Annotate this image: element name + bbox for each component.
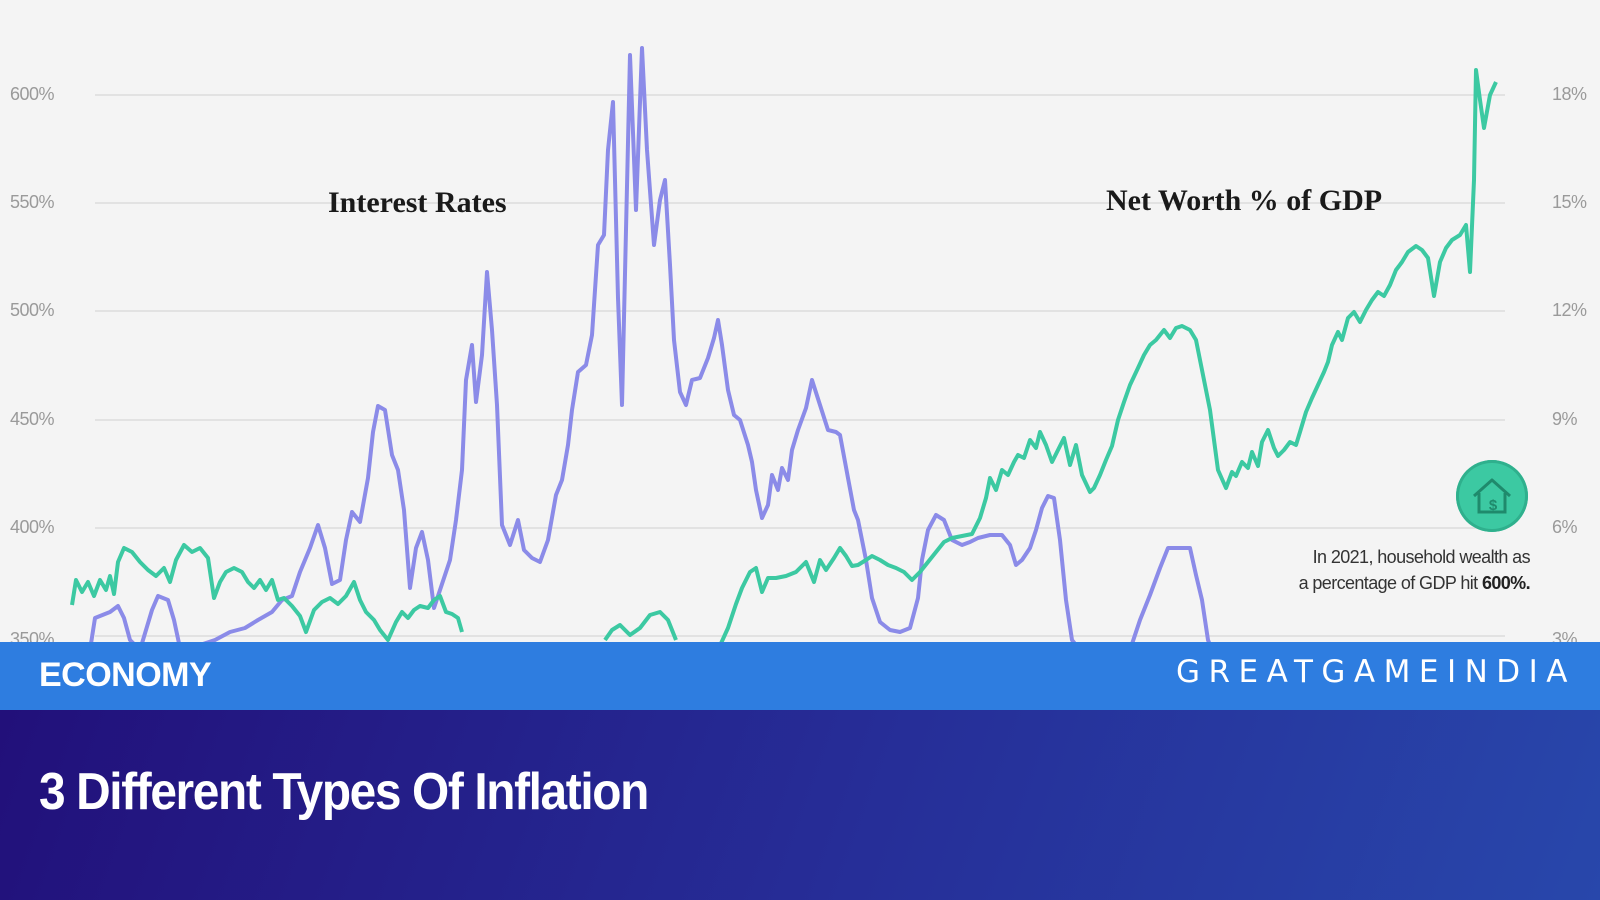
line-chart — [70, 46, 1505, 642]
title-panel: 3 Different Types Of Inflation — [0, 710, 1600, 900]
svg-text:$: $ — [1489, 497, 1498, 514]
right-axis-tick: 12% — [1552, 300, 1587, 320]
interest-rates-label: Interest Rates — [328, 186, 507, 219]
net-worth-line-main — [719, 68, 1498, 642]
interest-rate-line-late — [1130, 546, 1211, 642]
left-axis-tick: 600% — [10, 84, 55, 104]
left-axis-tick: 350% — [10, 629, 55, 642]
right-axis-tick: 18% — [1552, 84, 1587, 104]
brand-logo[interactable]: GREATGAMEINDIA — [1176, 654, 1576, 690]
right-axis-tick: 3% — [1552, 629, 1578, 642]
category-link[interactable]: ECONOMY — [39, 656, 212, 694]
net-worth-line-mid — [603, 610, 678, 642]
annotation-line-2: a percentage of GDP hit 600%. — [1298, 573, 1531, 593]
left-axis-tick: 500% — [10, 300, 55, 320]
article-headline[interactable]: 3 Different Types Of Inflation — [39, 763, 649, 821]
net-worth-line — [70, 543, 464, 642]
net-worth-label: Net Worth % of GDP — [1106, 184, 1383, 217]
annotation-line-1: In 2021, household wealth as — [1312, 547, 1531, 567]
left-axis-tick: 550% — [10, 192, 55, 212]
house-dollar-icon: $ — [1456, 460, 1528, 532]
gridlines — [95, 94, 1505, 637]
right-axis-tick: 15% — [1552, 192, 1587, 212]
interest-rate-line — [89, 46, 1077, 642]
category-bar: ECONOMY GREATGAMEINDIA — [0, 642, 1600, 710]
right-axis-tick: 9% — [1552, 409, 1578, 429]
chart-area: 600% 550% 500% 450% 400% 350% 18% 15% 12… — [10, 46, 1588, 642]
left-axis-tick: 400% — [10, 517, 55, 537]
annotation-highlight: 600%. — [1481, 573, 1531, 593]
chart-annotation: In 2021, household wealth as a percentag… — [1220, 544, 1531, 596]
left-axis-tick: 450% — [10, 409, 55, 429]
right-axis-tick: 6% — [1552, 517, 1578, 537]
